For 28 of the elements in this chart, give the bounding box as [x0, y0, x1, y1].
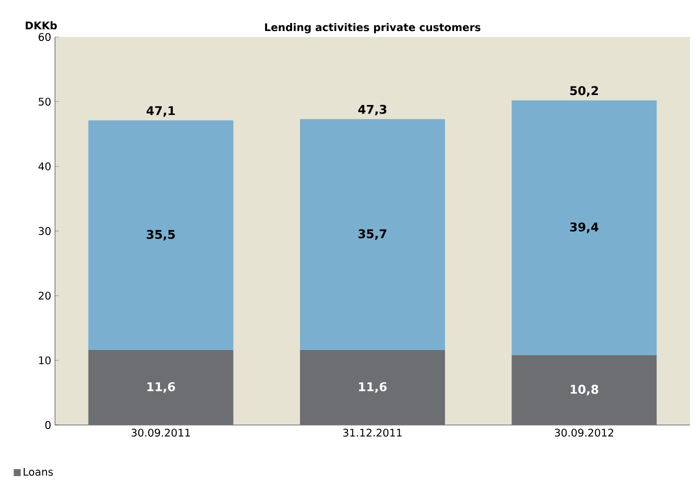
y-tick-label: 0 — [45, 421, 51, 429]
y-tick-label: 40 — [38, 162, 51, 170]
data-label: 11,6 — [359, 382, 387, 393]
y-tick-label: 10 — [39, 356, 51, 364]
data-label: 10,8 — [570, 384, 598, 396]
data-label: 39,4 — [570, 222, 598, 234]
y-tick-label: 60 — [38, 33, 51, 41]
data-label: 35,7 — [358, 229, 386, 240]
total-label: 47,3 — [358, 104, 386, 116]
y-tick-label: 50 — [38, 98, 51, 106]
total-label: 50,2 — [570, 86, 598, 97]
bar — [300, 350, 446, 425]
legend-label: Loans — [24, 468, 53, 476]
y-axis-title: DKKb — [26, 21, 57, 30]
x-tick-label: 30.09.2012 — [554, 428, 614, 437]
y-tick-label: 20 — [38, 292, 51, 300]
bar — [512, 100, 657, 356]
y-tick-label: 30 — [38, 227, 51, 235]
x-tick-label: 31.12.2011 — [343, 428, 402, 437]
bar — [300, 119, 446, 350]
bar — [88, 120, 234, 350]
bar — [88, 350, 234, 425]
x-tick-label: 30.09.2011 — [132, 428, 190, 437]
data-label: 11,6 — [147, 382, 175, 393]
total-label: 47,1 — [146, 106, 175, 117]
chart-title: Lending activities private customers — [265, 23, 480, 34]
data-label: 35,5 — [146, 230, 175, 241]
bar — [512, 355, 657, 425]
